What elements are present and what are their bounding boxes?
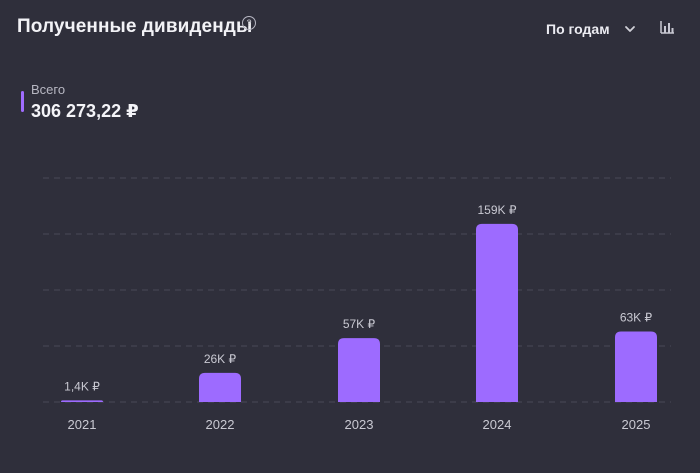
bar-2025[interactable]: [615, 331, 657, 402]
period-select-label: По годам: [546, 21, 610, 37]
header: Полученные дивиденды ? По годам: [0, 0, 700, 60]
help-icon[interactable]: ?: [242, 16, 256, 30]
page-title: Полученные дивиденды: [17, 16, 253, 37]
bar-group-2024[interactable]: 159K ₽ 2024: [476, 203, 518, 432]
x-tick-label-2023: 2023: [345, 417, 374, 432]
x-tick-label-2022: 2022: [206, 417, 235, 432]
data-label-2023: 57K ₽: [343, 317, 376, 331]
x-tick-label-2025: 2025: [622, 417, 651, 432]
data-label-2025: 63K ₽: [620, 310, 653, 324]
x-tick-label-2024: 2024: [483, 417, 512, 432]
total-label: Всего: [31, 82, 66, 97]
bar-2022[interactable]: [199, 372, 241, 402]
bar-2023[interactable]: [338, 338, 380, 402]
bar-group-2022[interactable]: 26K ₽ 2022: [199, 352, 241, 432]
data-label-2021: 1,4K ₽: [64, 379, 100, 393]
data-label-2024: 159K ₽: [478, 203, 517, 217]
chevron-down-icon: [624, 26, 635, 32]
bar-2024[interactable]: [476, 223, 518, 402]
bar-chart-icon[interactable]: [659, 19, 675, 35]
bar-group-2023[interactable]: 57K ₽ 2023: [338, 317, 380, 432]
total-marker: [21, 91, 24, 112]
bar-group-2025[interactable]: 63K ₽ 2025: [615, 310, 657, 432]
bar-group-2021[interactable]: 1,4K ₽ 2021: [61, 379, 103, 432]
total-value: 306 273,22 ₽: [31, 101, 139, 121]
bar-2021[interactable]: [61, 400, 103, 402]
x-tick-label-2021: 2021: [68, 417, 97, 432]
period-select[interactable]: По годам: [546, 20, 636, 38]
data-label-2022: 26K ₽: [204, 352, 237, 366]
